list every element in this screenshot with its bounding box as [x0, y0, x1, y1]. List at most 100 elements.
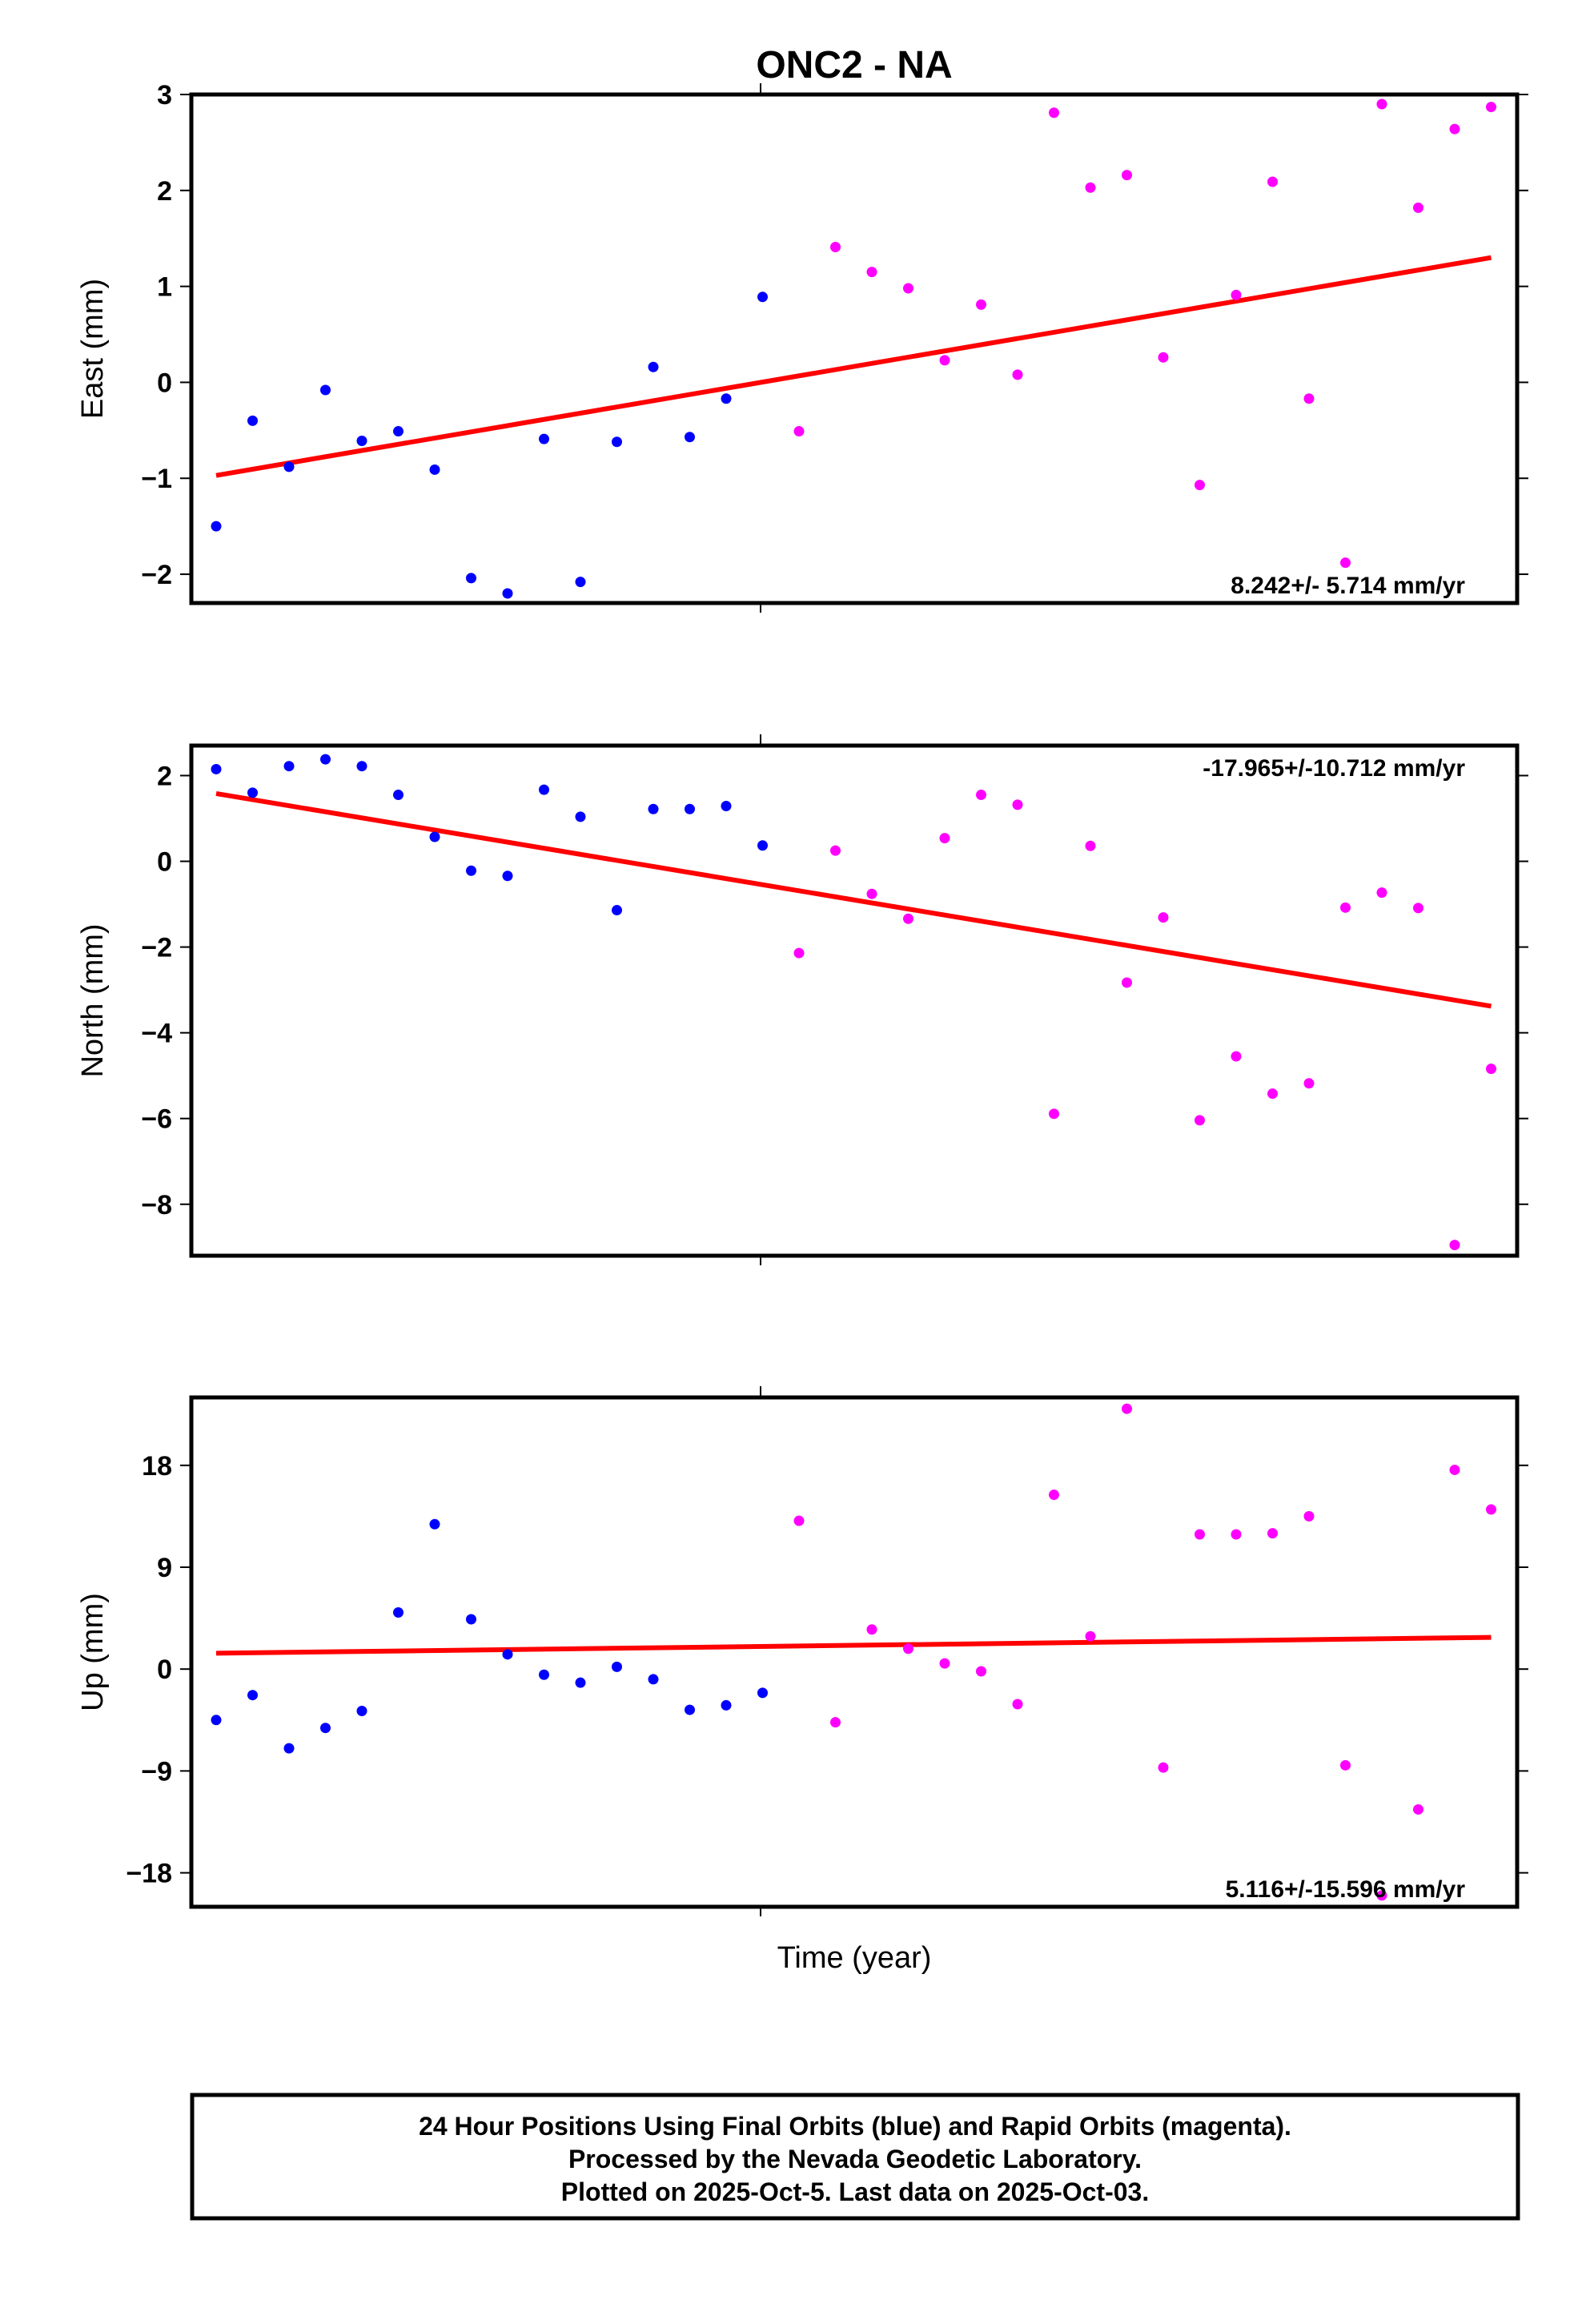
rapid-orbit-point: [1158, 1762, 1169, 1773]
y-axis-label: Up (mm): [76, 1593, 110, 1711]
rapid-orbit-point: [1195, 1115, 1205, 1126]
rapid-orbit-point: [939, 833, 950, 844]
rapid-orbit-point: [1267, 1088, 1278, 1100]
rapid-orbit-point: [1486, 1063, 1496, 1075]
y-tick-label: −1: [141, 464, 172, 494]
x-axis-label: Time (year): [777, 1941, 932, 1975]
final-orbit-point: [247, 1690, 258, 1701]
y-tick-label: −2: [141, 560, 172, 590]
velocity-rate-label: 5.116+/-15.596 mm/yr: [1226, 1876, 1466, 1903]
rapid-orbit-point: [1085, 840, 1096, 851]
rapid-orbit-point: [1267, 1528, 1278, 1539]
rapid-orbit-point: [1049, 1490, 1059, 1501]
final-orbit-point: [575, 811, 586, 822]
y-tick-label: 0: [157, 847, 172, 878]
panel-3: 18 9 0 −9 −18 Up (mm) 5.116+/-15.596 mm/yr: [76, 1386, 1528, 1916]
final-orbit-point: [466, 573, 476, 584]
rapid-orbit-point: [830, 242, 841, 252]
final-orbit-point: [283, 461, 295, 472]
rapid-orbit-point: [1122, 170, 1132, 181]
final-orbit-point: [575, 1677, 586, 1688]
final-orbit-point: [502, 870, 513, 882]
rapid-orbit-point: [1122, 1403, 1132, 1414]
final-orbit-point: [539, 784, 549, 795]
velocity-rate-label: -17.965+/-10.712 mm/yr: [1203, 755, 1465, 782]
panel-frame: [189, 743, 1520, 1258]
y-tick-label: 1: [157, 272, 172, 303]
legend-line-3: Plotted on 2025-Oct-5. Last data on 2025…: [561, 2177, 1149, 2206]
rapid-orbit-point: [1376, 99, 1387, 110]
rapid-orbit-point: [1449, 123, 1460, 135]
rapid-orbit-point: [1413, 903, 1423, 914]
rapid-orbit-point: [1195, 480, 1205, 491]
rapid-orbit-point: [866, 1624, 877, 1635]
final-orbit-point: [393, 790, 404, 801]
rapid-orbit-point: [1376, 1890, 1387, 1901]
rapid-orbit-point: [903, 913, 913, 924]
rapid-orbit-point: [1449, 1240, 1460, 1251]
rapid-orbit-point: [1267, 176, 1278, 187]
y-tick-label: 2: [157, 761, 172, 791]
rapid-orbit-point: [1413, 202, 1423, 213]
legend-line-1: 24 Hour Positions Using Final Orbits (bl…: [419, 2112, 1291, 2141]
rapid-orbit-point: [1012, 799, 1023, 810]
rapid-orbit-point: [830, 845, 841, 856]
final-orbit-point: [211, 763, 222, 774]
y-tick-label: 18: [142, 1451, 172, 1482]
y-tick-label: −2: [141, 933, 172, 963]
rapid-orbit-point: [1049, 107, 1059, 119]
rapid-orbit-point: [1085, 182, 1096, 193]
final-orbit-point: [429, 464, 440, 475]
y-axis-label: North (mm): [76, 923, 110, 1077]
final-orbit-point: [356, 436, 367, 447]
rapid-orbit-point: [903, 283, 913, 294]
final-orbit-point: [356, 1705, 367, 1716]
rapid-orbit-point: [793, 426, 805, 437]
final-orbit-point: [685, 803, 695, 814]
trend-line: [215, 790, 1492, 1009]
final-orbit-point: [721, 1699, 732, 1711]
final-orbit-point: [612, 905, 622, 916]
rapid-orbit-point: [1303, 1510, 1315, 1522]
final-orbit-point: [320, 1723, 331, 1734]
y-tick-label: 3: [157, 80, 172, 111]
final-orbit-point: [429, 831, 440, 842]
y-tick-label: −8: [141, 1190, 172, 1220]
rapid-orbit-point: [1413, 1803, 1423, 1815]
final-orbit-point: [757, 292, 768, 303]
final-orbit-point: [757, 840, 768, 851]
rapid-orbit-point: [1012, 369, 1023, 380]
y-tick-label: 0: [157, 1655, 172, 1685]
final-orbit-point: [539, 1669, 549, 1680]
rapid-orbit-point: [1231, 289, 1242, 300]
y-tick-label: −6: [141, 1104, 172, 1135]
final-orbit-point: [393, 1607, 404, 1618]
rapid-orbit-point: [830, 1717, 841, 1728]
final-orbit-point: [612, 1661, 622, 1672]
rapid-orbit-point: [1122, 977, 1132, 988]
rapid-orbit-point: [976, 299, 986, 310]
final-orbit-point: [648, 361, 659, 372]
rapid-orbit-point: [866, 267, 877, 278]
rapid-orbit-point: [1158, 912, 1169, 923]
rapid-orbit-point: [903, 1643, 913, 1655]
final-orbit-point: [320, 754, 331, 765]
rapid-orbit-point: [1195, 1529, 1205, 1540]
rapid-orbit-point: [1340, 557, 1351, 569]
final-orbit-point: [648, 803, 659, 814]
y-tick-label: −18: [126, 1859, 172, 1889]
rapid-orbit-point: [1449, 1464, 1460, 1475]
velocity-rate-label: 8.242+/- 5.714 mm/yr: [1231, 573, 1465, 599]
final-orbit-point: [502, 1649, 513, 1660]
final-orbit-point: [283, 1743, 295, 1754]
trend-line: [215, 255, 1492, 478]
rapid-orbit-point: [1303, 1078, 1315, 1089]
legend-line-2: Processed by the Nevada Geodetic Laborat…: [568, 2145, 1142, 2173]
legend-box: 24 Hour Positions Using Final Orbits (bl…: [190, 2093, 1520, 2221]
final-orbit-point: [648, 1674, 659, 1685]
y-tick-label: 0: [157, 368, 172, 398]
rapid-orbit-point: [939, 1658, 950, 1669]
final-orbit-point: [429, 1518, 440, 1530]
final-orbit-point: [320, 384, 331, 396]
rapid-orbit-point: [939, 355, 950, 366]
